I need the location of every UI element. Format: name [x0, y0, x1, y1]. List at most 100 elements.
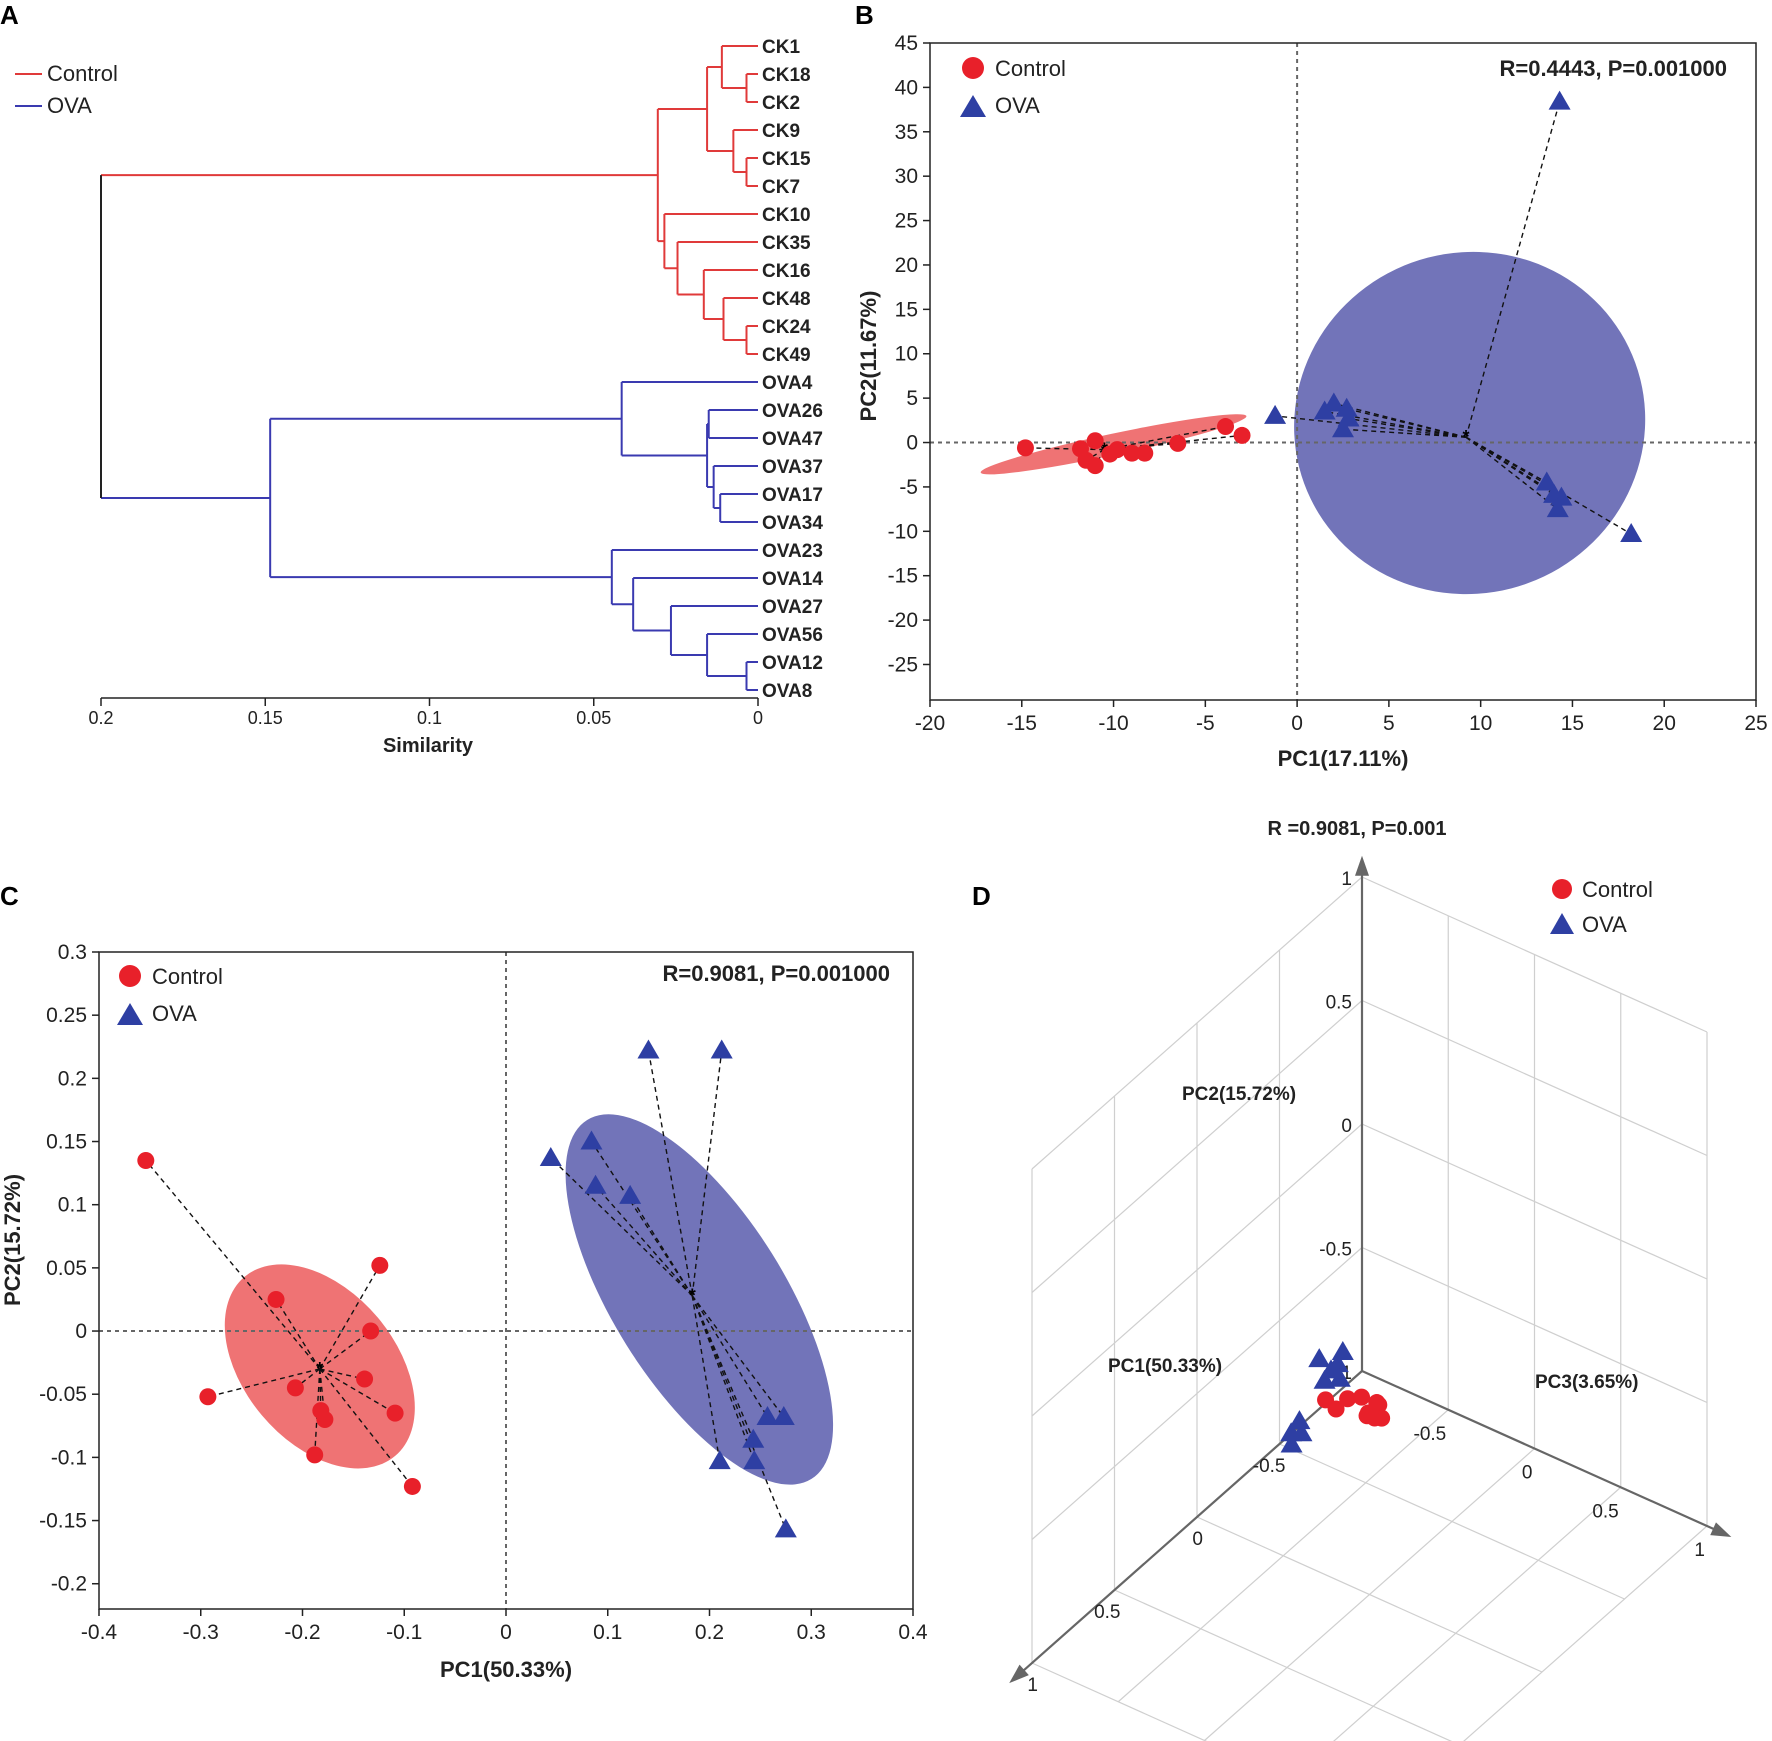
ova-point-3d — [1320, 1359, 1343, 1379]
legend-c-ova: OVA — [152, 1001, 197, 1026]
y-tick-label: -0.1 — [51, 1446, 87, 1469]
leaf-label-ova37: OVA37 — [762, 457, 823, 478]
y-tick-label: 45 — [895, 32, 918, 55]
pc1-tick-label: 0.5 — [1094, 1602, 1120, 1623]
x-tick-label: 10 — [1469, 712, 1492, 735]
leaf-label-ck16: CK16 — [762, 261, 811, 282]
floor-grid — [1463, 1525, 1708, 1741]
left-wall-grid — [1031, 876, 1363, 1170]
spoke-line — [1465, 101, 1561, 438]
control-point — [403, 1477, 421, 1495]
control-point — [362, 1322, 380, 1340]
left-wall-grid — [1031, 1000, 1363, 1293]
ova-point-3d — [1280, 1433, 1303, 1453]
ova-point — [756, 1405, 779, 1425]
panel-c: C * * -0.4 -0.3 -0.2 -0.1 0 0.1 0.2 0.3 0.4 0.3 0.25… — [0, 881, 928, 1682]
legend-c-ova-marker — [117, 1003, 143, 1025]
y-tick-label: -15 — [888, 565, 918, 588]
pc1-tick-label: 0 — [1192, 1529, 1203, 1550]
y-tick-label: 20 — [895, 254, 918, 277]
x-tick-label: -15 — [1007, 712, 1037, 735]
spoke-line — [1465, 436, 1548, 484]
control-point — [286, 1379, 304, 1397]
y-tick-label: -0.2 — [51, 1573, 87, 1596]
control-point — [356, 1370, 374, 1388]
ova-point — [584, 1174, 607, 1194]
y-tick-label: -25 — [888, 653, 918, 676]
control-point — [386, 1404, 404, 1422]
x-tick-label: -0.3 — [183, 1621, 219, 1644]
spoke-line — [647, 1050, 693, 1296]
leaf-label-ck18: CK18 — [762, 65, 811, 86]
similarity-tick-label: 0.2 — [88, 708, 113, 728]
similarity-tick-label: 0.15 — [248, 708, 283, 728]
d-stat-label: R =0.9081, P=0.001 — [1267, 818, 1446, 840]
spoke-line — [145, 1160, 321, 1370]
left-wall-grid — [1031, 1123, 1363, 1417]
control-point — [199, 1388, 217, 1406]
ova-point-3d — [1288, 1410, 1311, 1430]
pcoa-3d-plot: 10.50-0.5-1-0.500.51-0.500.51PC2(15.72%)… — [1009, 855, 1732, 1741]
legend-b-ova: OVA — [995, 93, 1040, 118]
leaf-label-ova8: OVA8 — [762, 681, 812, 702]
ova-point — [710, 1039, 733, 1059]
right-wall-grid — [1361, 876, 1708, 1033]
spoke-line — [319, 1368, 322, 1411]
leaf-label-ova4: OVA4 — [762, 373, 813, 394]
pc3-tick-label: 0 — [1522, 1463, 1533, 1484]
c-stat-label: R=0.9081, P=0.001000 — [662, 961, 890, 986]
b-stat-label: R=0.4443, P=0.001000 — [1499, 56, 1727, 81]
spoke-line — [319, 1368, 396, 1414]
legend-c-control-marker — [119, 965, 141, 987]
confidence-ellipse-control — [224, 1264, 415, 1469]
spoke-line — [319, 1368, 413, 1487]
floor-grid — [1114, 1589, 1453, 1741]
control-point — [1108, 441, 1126, 459]
y-tick-label: 0.25 — [46, 1004, 87, 1027]
control-point — [1016, 439, 1034, 457]
control-point — [1169, 434, 1187, 452]
leaf-label-ck9: CK9 — [762, 121, 800, 142]
spoke-line — [691, 1295, 721, 1462]
spoke-line — [595, 1185, 693, 1297]
spoke-line — [1348, 417, 1467, 438]
dendrogram-leaves: CK1 CK18 CK2 CK9 CK15 CK7 CK10 CK35 CK16 CK48 CK24… — [762, 37, 823, 702]
x-tick-label: 0.2 — [695, 1621, 724, 1644]
pc3-tick-label: -0.5 — [1414, 1424, 1447, 1445]
leaf-label-ova17: OVA17 — [762, 485, 823, 506]
pc1-axis — [1011, 1370, 1363, 1682]
y-tick-label: 0.3 — [58, 941, 87, 964]
y-tick-label: 0.2 — [58, 1067, 87, 1090]
leaf-label-ck49: CK49 — [762, 345, 811, 366]
spoke-line — [550, 1157, 693, 1297]
spoke-line — [691, 1295, 754, 1440]
spoke-line — [1465, 436, 1632, 535]
y-tick-label: -10 — [888, 520, 918, 543]
x-tick-label: 0 — [500, 1621, 512, 1644]
centroid-marker: * — [316, 1359, 323, 1379]
panel-label-d: D — [972, 881, 991, 911]
spoke-line — [1465, 436, 1559, 510]
leaf-label-ova27: OVA27 — [762, 597, 823, 618]
x-tick-label: 20 — [1653, 712, 1676, 735]
x-tick-label: -10 — [1098, 712, 1128, 735]
x-tick-label: 0 — [1291, 712, 1303, 735]
spoke-line — [1342, 428, 1467, 438]
leaf-label-ck15: CK15 — [762, 149, 811, 170]
leaf-label-ck35: CK35 — [762, 233, 811, 254]
similarity-ticks: 0.2 0.15 0.1 0.05 0 — [88, 698, 763, 728]
pcoa-plot-b: **-20-15-10-5051015202545403530252015105… — [888, 32, 1768, 735]
pc1-tick-label: -0.5 — [1253, 1456, 1286, 1477]
spoke-line — [691, 1295, 769, 1418]
x-tick-label: 5 — [1383, 712, 1395, 735]
x-tick-label: -0.2 — [284, 1621, 320, 1644]
confidence-ellipse-ova — [1294, 251, 1646, 595]
pc3-axis — [1361, 1369, 1729, 1537]
y-tick-label: 15 — [895, 298, 918, 321]
spoke-line — [1085, 449, 1105, 461]
legend-a-ova: OVA — [47, 93, 92, 118]
ova-point — [1548, 90, 1571, 110]
panel-label-a: A — [0, 0, 19, 30]
pc2-tick-label: -0.5 — [1319, 1240, 1352, 1261]
pc1-axis-arrowhead — [1009, 1664, 1029, 1684]
